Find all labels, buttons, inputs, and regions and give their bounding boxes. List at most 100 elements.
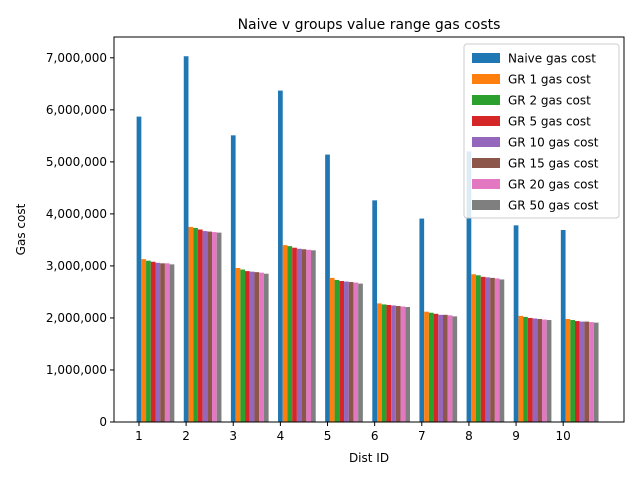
bar-3-cat-9 [523,316,528,422]
legend-swatch [472,179,500,189]
legend-swatch [472,116,500,126]
bar-3-cat-7 [428,312,434,422]
legend-entry-label: GR 50 gas cost [508,199,599,213]
bar-8-cat-4 [311,250,316,422]
x-tick-label: 5 [324,429,332,443]
x-tick-label: 6 [371,429,379,443]
bar-5-cat-8 [485,277,491,422]
x-tick-label: 1 [135,429,143,443]
bar-6-cat-1 [160,263,165,422]
bar-2-cat-1 [141,259,147,422]
x-tick-label: 9 [512,429,520,443]
bar-8-cat-3 [263,273,269,422]
bar-8-cat-10 [593,322,599,422]
legend-entry-label: GR 20 gas cost [508,178,599,192]
bar-6-cat-3 [254,272,260,422]
bar-3-cat-6 [381,304,387,422]
legend-entry-label: GR 15 gas cost [508,157,599,171]
bar-4-cat-1 [150,261,156,422]
x-tick-label: 7 [418,429,426,443]
bar-7-cat-2 [212,232,217,422]
bar-7-cat-1 [164,263,170,422]
bar-5-cat-1 [155,262,161,422]
bar-7-cat-5 [353,282,359,422]
bar-4-cat-9 [527,317,533,422]
bar-6-cat-7 [443,314,448,422]
legend-entry-label: GR 10 gas cost [508,136,599,150]
bar-5-cat-7 [438,314,443,422]
bar-7-cat-6 [400,306,406,422]
bar-5-cat-10 [579,321,585,422]
bar-6-cat-9 [537,318,542,422]
y-axis-label: Gas cost [14,203,28,255]
x-tick-label: 10 [556,429,571,443]
y-tick-label: 6,000,000 [46,103,107,117]
bar-4-cat-4 [292,247,297,422]
bar-6-cat-4 [301,249,307,422]
bar-8-cat-5 [358,283,363,422]
bar-5-cat-3 [249,271,255,422]
bar-6-cat-6 [395,305,401,422]
y-tick-label: 2,000,000 [46,311,107,325]
bar-2-cat-6 [377,303,382,422]
bar-8-cat-8 [499,279,505,422]
bar-6-cat-8 [490,277,495,422]
bar-2-cat-4 [282,245,288,422]
x-tick-label: 4 [277,429,285,443]
bar-7-cat-4 [306,249,312,422]
bar-2-cat-2 [188,226,194,422]
bar-1-cat-1 [136,116,142,422]
y-tick-label: 5,000,000 [46,155,107,169]
bar-1-cat-6 [372,200,378,422]
legend-swatch [472,158,500,168]
bar-2-cat-3 [235,268,241,422]
bar-1-cat-7 [419,218,425,422]
bar-4-cat-6 [386,304,392,422]
x-axis: 1 2 3 4 5 6 7 8 9 10 [135,422,571,443]
x-tick-label: 8 [465,429,473,443]
bar-3-cat-5 [334,279,340,422]
y-tick-label: 0 [99,415,107,429]
bar-1-cat-3 [230,135,236,422]
bar-1-cat-2 [183,56,189,422]
bar-3-cat-1 [146,260,151,422]
x-axis-label: Dist ID [349,451,389,465]
bar-4-cat-10 [574,321,580,422]
y-tick-label: 4,000,000 [46,207,107,221]
bar-6-cat-5 [348,282,354,422]
y-tick-label: 7,000,000 [46,51,107,65]
bar-3-cat-3 [240,269,246,422]
legend-box [463,43,620,219]
legend-swatch [472,53,500,63]
bar-7-cat-7 [447,315,453,422]
legend-entry-label: GR 2 gas cost [508,94,591,108]
bar-2-cat-10 [565,318,571,422]
bar-1-cat-9 [513,225,519,422]
bar-4-cat-5 [339,281,345,422]
legend: Naive gas cost GR 1 gas cost GR 2 gas cost… [463,43,620,219]
bar-1-cat-8 [466,151,472,422]
y-tick-label: 3,000,000 [46,259,107,273]
bar-8-cat-2 [216,232,222,422]
bar-2-cat-8 [471,274,476,422]
legend-entry-label: GR 1 gas cost [508,73,591,87]
bar-7-cat-8 [494,278,500,422]
bar-5-cat-6 [391,305,396,422]
bar-3-cat-8 [476,275,481,422]
bar-1-cat-10 [560,230,566,422]
bar-5-cat-2 [202,231,208,422]
legend-entry-label: Naive gas cost [508,52,596,66]
bar-3-cat-4 [287,246,293,422]
bar-3-cat-10 [570,320,575,422]
legend-swatch [472,200,500,210]
bar-2-cat-7 [424,311,429,422]
bar-7-cat-10 [589,322,594,422]
bars-layer [136,56,599,422]
bar-2-cat-9 [518,315,524,422]
bar-4-cat-3 [245,271,250,422]
bar-4-cat-7 [433,313,439,422]
bar-1-cat-4 [278,90,283,422]
bar-1-cat-5 [325,154,330,422]
